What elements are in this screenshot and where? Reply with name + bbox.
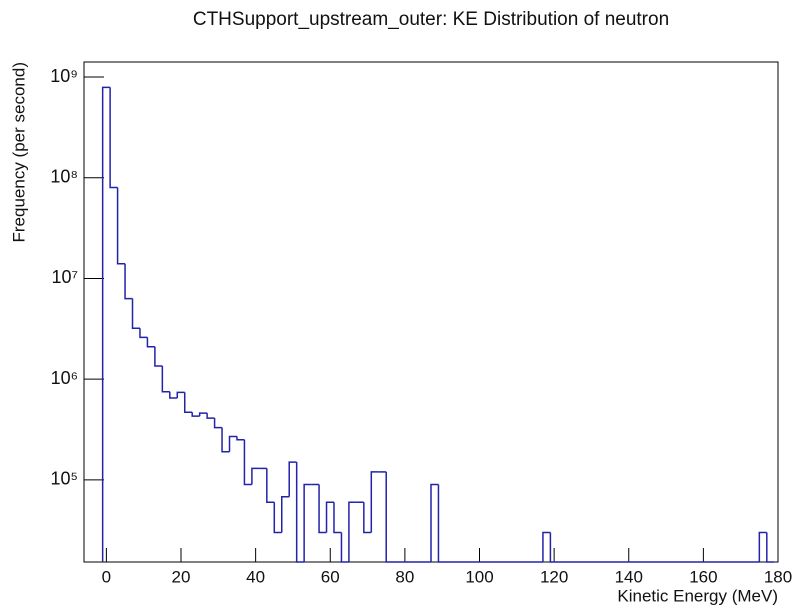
histogram-bin <box>154 346 163 367</box>
y-axis-label: Frequency (per second) <box>9 62 28 242</box>
x-tick-label: 0 <box>102 567 111 586</box>
histogram-bin <box>124 263 133 300</box>
x-tick-label: 20 <box>172 567 191 586</box>
histogram-bin <box>191 412 200 417</box>
histogram-bin <box>213 418 223 429</box>
x-axis-label: Kinetic Energy (MeV) <box>617 586 778 605</box>
x-tick-label: 180 <box>764 567 792 586</box>
histogram-bin <box>333 502 342 534</box>
histogram-bin <box>370 471 379 533</box>
x-tick-label: 40 <box>246 567 265 586</box>
y-tick-label: 10⁶ <box>51 368 78 388</box>
histogram-bin <box>139 328 148 339</box>
x-tick-label: 140 <box>615 567 643 586</box>
x-tick-label: 120 <box>540 567 568 586</box>
histogram-bin <box>176 391 185 399</box>
histogram-bin <box>549 532 558 563</box>
y-tick-label: 10⁸ <box>50 166 78 186</box>
histogram-bin <box>385 471 394 563</box>
histogram-bin <box>251 467 260 485</box>
histogram-bin <box>109 87 118 189</box>
histogram-bin <box>318 484 327 534</box>
histogram-bin <box>295 462 305 563</box>
x-tick-label: 100 <box>465 567 493 586</box>
histogram-bin <box>430 483 439 562</box>
histogram-bin <box>169 391 178 399</box>
histogram-bin <box>340 532 349 563</box>
histogram-bin <box>183 392 193 413</box>
histogram-bin <box>101 86 111 562</box>
histogram-bin <box>281 496 290 533</box>
histogram-bin <box>198 412 208 417</box>
histogram-bin <box>116 187 126 265</box>
histogram-bin <box>243 439 252 486</box>
histogram-bin <box>146 337 155 348</box>
histogram-bin <box>228 435 237 452</box>
histogram-bin <box>325 501 334 533</box>
histogram-bin <box>303 483 312 562</box>
histogram-bin <box>221 427 230 453</box>
x-tick-label: 80 <box>395 567 414 586</box>
histogram-bin <box>266 468 275 503</box>
histogram-bin <box>206 413 215 419</box>
x-tick-label: 60 <box>321 567 340 586</box>
histogram-bin <box>236 436 245 441</box>
histogram-bin <box>288 461 297 497</box>
y-tick-label: 10⁵ <box>51 469 78 489</box>
x-tick-label: 160 <box>689 567 717 586</box>
y-tick-label: 10⁹ <box>50 66 78 86</box>
histogram-bin <box>273 502 282 534</box>
histogram-bin <box>131 298 140 330</box>
chart-title: CTHSupport_upstream_outer: KE Distributi… <box>193 9 669 30</box>
histogram-bin <box>766 532 775 563</box>
histogram-bin <box>437 484 446 563</box>
histogram-bin <box>758 531 767 562</box>
histogram-bin <box>542 531 551 562</box>
histogram-bin <box>363 502 372 534</box>
histogram-bin <box>348 501 357 562</box>
histogram-bin <box>161 366 170 393</box>
y-tick-label: 10⁷ <box>51 267 78 287</box>
